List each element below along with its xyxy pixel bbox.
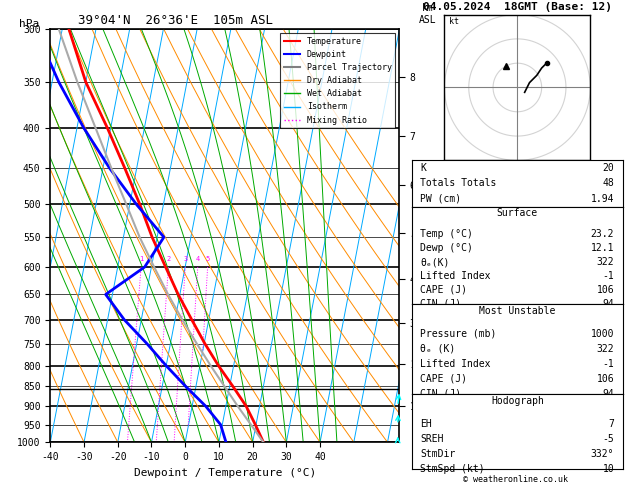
Text: 106: 106	[597, 285, 615, 295]
Text: 5: 5	[206, 256, 209, 262]
Text: CAPE (J): CAPE (J)	[420, 374, 467, 383]
Text: Most Unstable: Most Unstable	[479, 306, 555, 316]
Text: 1000: 1000	[591, 329, 615, 339]
Text: © weatheronline.co.uk: © weatheronline.co.uk	[464, 474, 568, 484]
Text: 20: 20	[603, 163, 615, 173]
Text: Lifted Index: Lifted Index	[420, 359, 491, 369]
Text: -1: -1	[603, 271, 615, 281]
Text: Totals Totals: Totals Totals	[420, 178, 497, 189]
Text: 48: 48	[603, 178, 615, 189]
Legend: Temperature, Dewpoint, Parcel Trajectory, Dry Adiabat, Wet Adiabat, Isotherm, Mi: Temperature, Dewpoint, Parcel Trajectory…	[281, 34, 395, 128]
Text: hPa: hPa	[19, 19, 39, 29]
Text: 322: 322	[597, 344, 615, 354]
Text: K: K	[420, 163, 426, 173]
Text: StmDir: StmDir	[420, 449, 455, 459]
Text: 332°: 332°	[591, 449, 615, 459]
Text: -1: -1	[603, 359, 615, 369]
Text: -5: -5	[603, 434, 615, 444]
Text: Pressure (mb): Pressure (mb)	[420, 329, 497, 339]
Text: EH: EH	[420, 419, 432, 429]
Text: 94: 94	[603, 299, 615, 309]
Text: θₑ(K): θₑ(K)	[420, 257, 450, 267]
Text: Temp (°C): Temp (°C)	[420, 229, 473, 239]
Text: Dewp (°C): Dewp (°C)	[420, 243, 473, 253]
Text: Surface: Surface	[497, 208, 538, 219]
Text: θₑ (K): θₑ (K)	[420, 344, 455, 354]
Text: km
ASL: km ASL	[418, 3, 436, 25]
Text: 322: 322	[597, 257, 615, 267]
Text: StmSpd (kt): StmSpd (kt)	[420, 464, 485, 474]
Text: 04.05.2024  18GMT (Base: 12): 04.05.2024 18GMT (Base: 12)	[423, 2, 612, 12]
Text: 12.1: 12.1	[591, 243, 615, 253]
Text: 23.2: 23.2	[591, 229, 615, 239]
Text: PW (cm): PW (cm)	[420, 194, 462, 204]
Text: 1.94: 1.94	[591, 194, 615, 204]
Text: CAPE (J): CAPE (J)	[420, 285, 467, 295]
Text: 4: 4	[196, 256, 200, 262]
Text: CIN (J): CIN (J)	[420, 299, 462, 309]
Text: 94: 94	[603, 389, 615, 399]
Text: LCL: LCL	[424, 383, 442, 394]
Text: 2: 2	[166, 256, 170, 262]
Text: 39°04'N  26°36'E  105m ASL: 39°04'N 26°36'E 105m ASL	[78, 14, 273, 27]
Y-axis label: Mixing Ratio (g/kg): Mixing Ratio (g/kg)	[420, 180, 430, 292]
Text: CIN (J): CIN (J)	[420, 389, 462, 399]
Text: 3: 3	[183, 256, 187, 262]
Text: kt: kt	[449, 17, 459, 26]
Text: Hodograph: Hodograph	[491, 396, 544, 406]
Text: SREH: SREH	[420, 434, 444, 444]
X-axis label: Dewpoint / Temperature (°C): Dewpoint / Temperature (°C)	[134, 468, 316, 478]
Text: 7: 7	[608, 419, 615, 429]
Text: 106: 106	[597, 374, 615, 383]
Text: Lifted Index: Lifted Index	[420, 271, 491, 281]
Text: 10: 10	[603, 464, 615, 474]
Text: 1: 1	[139, 256, 143, 262]
